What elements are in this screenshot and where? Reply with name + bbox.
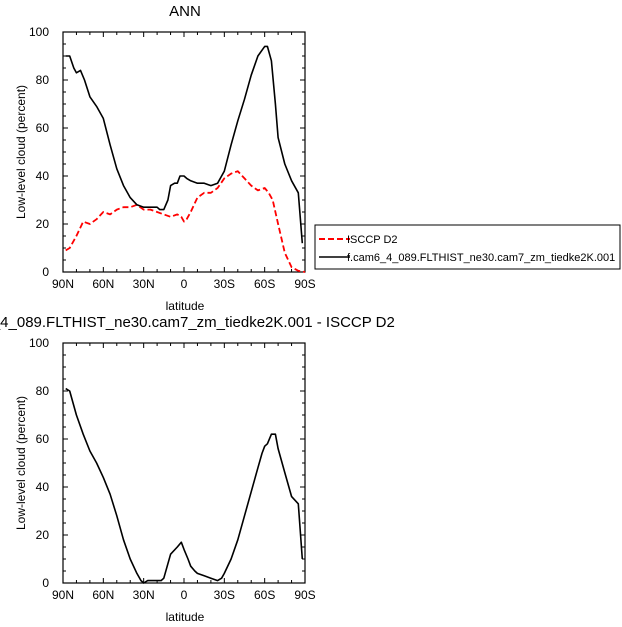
- top-x-tick-label: 30S: [214, 277, 235, 291]
- bottom-x-tick-label: 30S: [214, 588, 235, 602]
- bottom-x-tick-label: 90N: [52, 588, 74, 602]
- top-x-tick-label: 60S: [254, 277, 275, 291]
- bottom-axis-ticks: 90N 60N 30N 0 30S 60S 90S 0 20 40 60 80 100: [29, 336, 316, 602]
- top-plot-frame: [62, 31, 306, 273]
- bottom-x-tick-label: 60S: [254, 588, 275, 602]
- bottom-y-tick-label: 100: [29, 336, 49, 350]
- bottom-plot-lines: [65, 387, 304, 584]
- bottom-x-axis-label: latitude: [166, 610, 205, 624]
- bottom-y-tick-label: 20: [36, 528, 50, 542]
- top-y-tick-label: 80: [36, 73, 50, 87]
- bottom-x-tick-label: 0: [181, 588, 188, 602]
- top-series-line-0: [65, 170, 306, 273]
- bottom-panel: n6_4_089.FLTHIST_ne30.cam7_zm_tiedke2K.0…: [0, 314, 395, 624]
- top-y-tick-label: 100: [29, 25, 49, 39]
- top-y-tick-label: 20: [36, 217, 50, 231]
- bottom-x-tick-label: 30N: [133, 588, 155, 602]
- top-x-tick-label: 30N: [133, 277, 155, 291]
- top-y-axis-label: Low-level cloud (percent): [14, 85, 28, 219]
- bottom-y-tick-label: 40: [36, 480, 50, 494]
- top-x-axis-label: latitude: [166, 299, 205, 313]
- legend: ISCCP D2 f.cam6_4_089.FLTHIST_ne30.cam7_…: [314, 224, 621, 270]
- top-axis-ticks: 90N 60N 30N 0 30S 60S 90S 0 20 40 60 80 100: [29, 25, 316, 291]
- top-panel: ANN 90N 60N 30N 0 30S 60S 90S 0 20 40 60 80 100 lati…: [14, 3, 316, 313]
- top-x-tick-label: 90S: [294, 277, 315, 291]
- top-x-tick-label: 90N: [52, 277, 74, 291]
- top-y-tick-label: 0: [42, 265, 49, 279]
- top-y-tick-label: 40: [36, 169, 50, 183]
- top-panel-title: ANN: [169, 3, 201, 20]
- bottom-y-axis-label: Low-level cloud (percent): [14, 396, 28, 530]
- bottom-plot-frame: [62, 342, 306, 584]
- bottom-x-tick-label: 90S: [294, 588, 315, 602]
- legend-label-model: f.cam6_4_089.FLTHIST_ne30.cam7_zm_tiedke…: [347, 252, 615, 264]
- legend-box: [314, 224, 621, 270]
- legend-label-isccp: ISCCP D2: [347, 234, 398, 246]
- bottom-y-tick-label: 0: [42, 576, 49, 590]
- bottom-series-line-0: [65, 387, 304, 584]
- top-plot-lines: [65, 45, 306, 273]
- bottom-y-tick-label: 60: [36, 432, 50, 446]
- top-series-line-1: [65, 45, 304, 244]
- top-y-tick-label: 60: [36, 121, 50, 135]
- top-x-tick-label: 60N: [92, 277, 114, 291]
- bottom-y-tick-label: 80: [36, 384, 50, 398]
- top-x-tick-label: 0: [181, 277, 188, 291]
- bottom-panel-title: n6_4_089.FLTHIST_ne30.cam7_zm_tiedke2K.0…: [0, 314, 395, 331]
- bottom-x-tick-label: 60N: [92, 588, 114, 602]
